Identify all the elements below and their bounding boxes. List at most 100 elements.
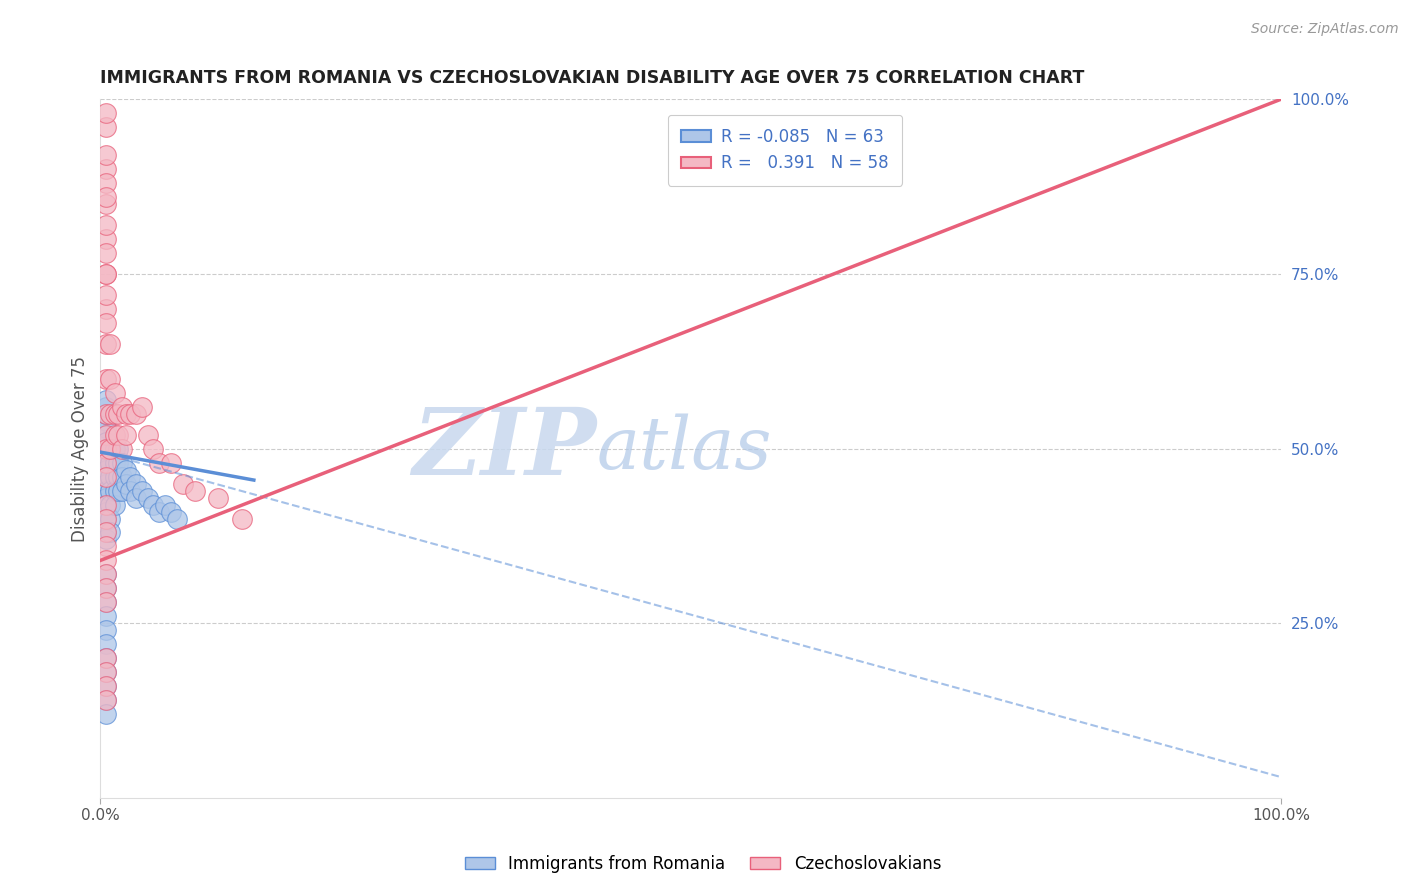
Point: [96, 148, 118, 162]
Point: [110, 483, 132, 498]
Text: IMMIGRANTS FROM ROMANIA VS CZECHOSLOVAKIAN DISABILITY AGE OVER 75 CORRELATION CH: IMMIGRANTS FROM ROMANIA VS CZECHOSLOVAKI…: [100, 69, 1084, 87]
Point: [98, 511, 121, 525]
Point: [96, 106, 118, 120]
Point: [96, 427, 118, 442]
Point: [96, 637, 118, 651]
Point: [125, 407, 148, 421]
Point: [96, 540, 118, 554]
Legend: R = -0.085   N = 63, R =   0.391   N = 58: R = -0.085 N = 63, R = 0.391 N = 58: [668, 114, 903, 186]
Point: [103, 442, 125, 456]
Point: [96, 553, 118, 567]
Point: [96, 525, 118, 540]
Point: [96, 267, 118, 281]
Point: [98, 525, 121, 540]
Point: [96, 392, 118, 407]
Point: [96, 336, 118, 351]
Point: [96, 427, 118, 442]
Point: [96, 267, 118, 281]
Point: [96, 176, 118, 190]
Point: [96, 218, 118, 232]
Point: [96, 511, 118, 525]
Point: [96, 372, 118, 386]
Point: [96, 400, 118, 414]
Point: [107, 407, 129, 421]
Point: [96, 609, 118, 624]
Point: [96, 595, 118, 609]
Point: [96, 651, 118, 665]
Point: [118, 483, 141, 498]
Point: [103, 498, 125, 512]
Legend: Immigrants from Romania, Czechoslovakians: Immigrants from Romania, Czechoslovakian…: [458, 848, 948, 880]
Point: [96, 462, 118, 476]
Point: [96, 407, 118, 421]
Point: [115, 476, 138, 491]
Point: [131, 483, 153, 498]
Text: atlas: atlas: [596, 413, 772, 483]
Point: [98, 442, 121, 456]
Point: [96, 449, 118, 463]
Point: [96, 567, 118, 582]
Point: [118, 407, 141, 421]
Point: [98, 372, 121, 386]
Point: [96, 434, 118, 449]
Point: [125, 476, 148, 491]
Text: Source: ZipAtlas.com: Source: ZipAtlas.com: [1251, 22, 1399, 37]
Point: [96, 498, 118, 512]
Point: [98, 469, 121, 483]
Point: [98, 498, 121, 512]
Point: [96, 582, 118, 596]
Point: [96, 525, 118, 540]
Point: [110, 442, 132, 456]
Point: [98, 483, 121, 498]
Point: [107, 483, 129, 498]
Point: [110, 469, 132, 483]
Point: [96, 120, 118, 135]
Point: [96, 476, 118, 491]
Point: [96, 504, 118, 518]
Point: [98, 407, 121, 421]
Point: [103, 483, 125, 498]
Point: [136, 427, 159, 442]
Point: [103, 385, 125, 400]
Y-axis label: Disability Age Over 75: Disability Age Over 75: [72, 356, 89, 541]
Point: [96, 197, 118, 211]
Point: [148, 504, 170, 518]
Point: [103, 456, 125, 470]
Point: [172, 476, 194, 491]
Point: [96, 407, 118, 421]
Text: ZIP: ZIP: [412, 403, 596, 493]
Point: [96, 679, 118, 693]
Point: [96, 442, 118, 456]
Point: [231, 511, 253, 525]
Point: [136, 491, 159, 505]
Point: [166, 511, 188, 525]
Point: [96, 567, 118, 582]
Point: [115, 462, 138, 476]
Point: [148, 456, 170, 470]
Point: [207, 491, 229, 505]
Point: [96, 316, 118, 330]
Point: [103, 427, 125, 442]
Point: [131, 400, 153, 414]
Point: [115, 407, 138, 421]
Point: [107, 456, 129, 470]
Point: [96, 232, 118, 246]
Point: [160, 504, 183, 518]
Point: [103, 407, 125, 421]
Point: [96, 651, 118, 665]
Point: [96, 511, 118, 525]
Point: [160, 456, 183, 470]
Point: [96, 491, 118, 505]
Point: [107, 469, 129, 483]
Point: [96, 693, 118, 707]
Point: [96, 190, 118, 204]
Point: [98, 442, 121, 456]
Point: [96, 420, 118, 434]
Point: [96, 162, 118, 177]
Point: [107, 427, 129, 442]
Point: [110, 456, 132, 470]
Point: [96, 456, 118, 470]
Point: [96, 469, 118, 483]
Point: [96, 582, 118, 596]
Point: [110, 400, 132, 414]
